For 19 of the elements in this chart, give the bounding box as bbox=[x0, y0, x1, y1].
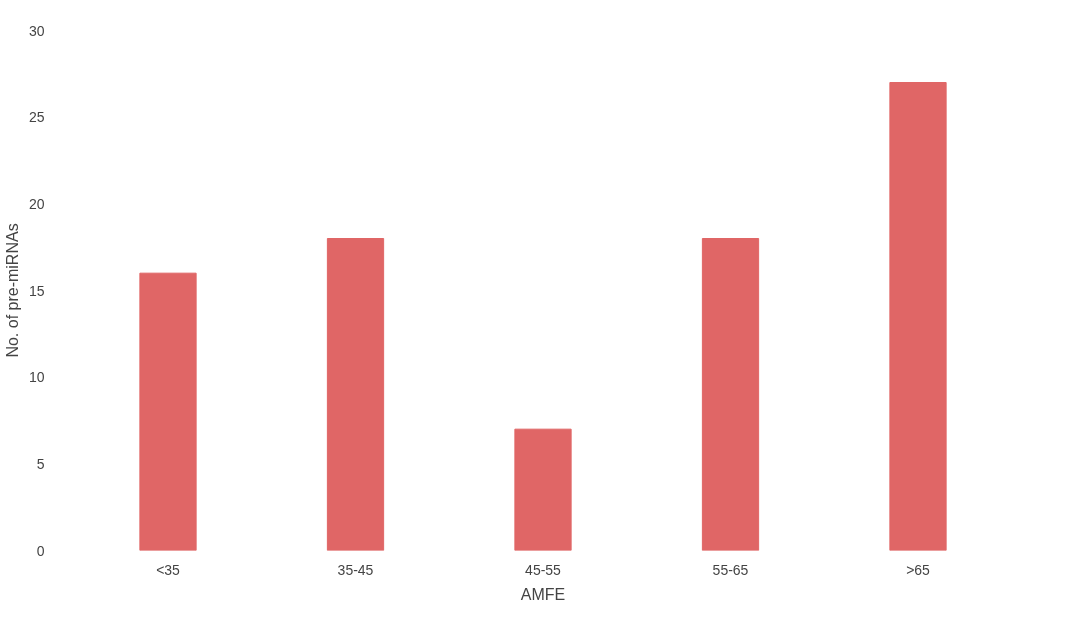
bar bbox=[326, 238, 385, 551]
y-tick-label: 30 bbox=[28, 22, 45, 39]
y-axis-title: No. of pre-miRNAs bbox=[3, 223, 21, 358]
y-tick-label: 0 bbox=[36, 542, 45, 559]
x-tick-label: 45-55 bbox=[525, 561, 562, 578]
x-tick-label: <35 bbox=[156, 561, 181, 578]
x-tick-label: 55-65 bbox=[712, 561, 749, 578]
x-tick-label: >65 bbox=[906, 561, 931, 578]
x-tick-label: 35-45 bbox=[337, 561, 374, 578]
bar bbox=[701, 238, 760, 551]
y-tick-label: 20 bbox=[28, 195, 45, 212]
y-tick-label: 15 bbox=[28, 282, 45, 299]
y-tick-label: 25 bbox=[28, 109, 45, 126]
x-axis-title: AMFE bbox=[520, 585, 566, 603]
bar bbox=[889, 82, 947, 551]
y-tick-label: 5 bbox=[36, 455, 45, 472]
y-tick-label: 10 bbox=[28, 369, 45, 386]
bar bbox=[514, 428, 572, 551]
bar bbox=[139, 272, 197, 551]
